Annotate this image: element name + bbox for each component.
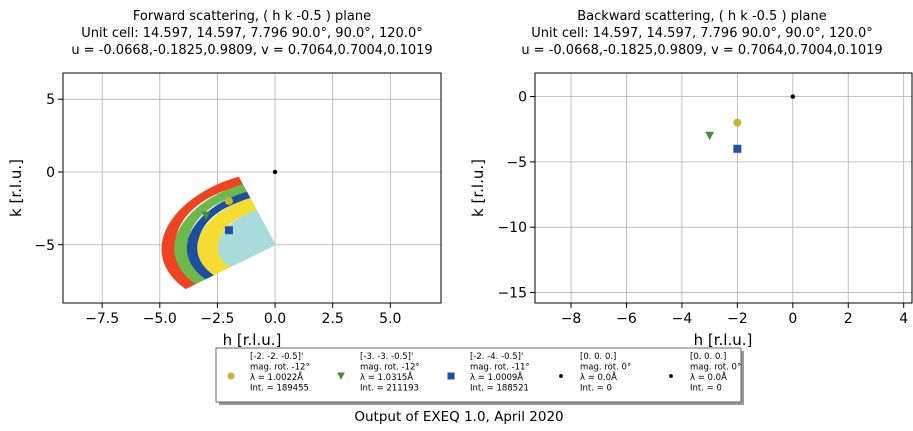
backward-axes-frame (534, 72, 913, 304)
data-point-circle (733, 118, 742, 127)
backward-title-line-1: Backward scattering, ( h k -0.5 ) plane (577, 9, 826, 24)
forward-ylabel: k [r.l.u.] (7, 159, 25, 217)
forward-axes-frame (62, 72, 442, 304)
x-tick-label: 5.0 (379, 311, 401, 327)
legend-text-line: λ = 1.0022Å (250, 371, 303, 383)
y-tick-label: −15 (497, 286, 527, 302)
data-point-dot (790, 94, 796, 99)
legend-text-line: [-2. -4. -0.5]' (470, 352, 523, 362)
legend-text-line: [-2. -2. -0.5]' (250, 352, 303, 362)
forward-points (201, 169, 278, 235)
backward-ylabel: k [r.l.u.] (469, 159, 487, 217)
legend-marker-circle (227, 372, 235, 380)
x-tick-label: 0 (788, 311, 797, 327)
legend-text-line: Int. = 0 (690, 384, 722, 394)
legend-entry: [-2. -4. -0.5]'mag. rot. -11°λ = 1.0009Å… (447, 352, 530, 394)
legend-marker-dot (669, 374, 673, 378)
legend-entry: [-3. -3. -0.5]'mag. rot. -12°λ = 1.0315Å… (337, 352, 420, 394)
data-point-triangle-down (705, 131, 715, 141)
x-tick-label: −5.0 (143, 311, 177, 327)
backward-title-line-3: u = -0.0668,-0.1825,0.9809, v = 0.7064,0… (521, 43, 882, 58)
data-point-circle (224, 197, 233, 206)
legend-text-line: Int. = 188521 (470, 384, 529, 394)
legend-text-line: [0. 0. 0.] (690, 352, 726, 362)
legend-marker-triangle-down (337, 372, 345, 380)
x-tick-label: 4 (899, 311, 908, 327)
data-point-triangle-down (201, 211, 211, 221)
backward-title-line-2: Unit cell: 14.597, 14.597, 7.796 90.0°, … (531, 26, 872, 41)
forward-grid (63, 73, 441, 303)
y-tick-label: 5 (46, 92, 55, 108)
legend-entry: [-2. -2. -0.5]'mag. rot. -12°λ = 1.0022Å… (227, 352, 310, 394)
forward-title-line-3: u = -0.0668,-0.1825,0.9809, v = 0.7064,0… (71, 43, 432, 58)
y-tick-label: 0 (518, 90, 527, 106)
data-point-square (733, 144, 742, 153)
backward-points (705, 94, 796, 153)
x-tick-label: −2 (727, 311, 748, 327)
x-tick-label: 2 (844, 311, 853, 327)
legend-text-line: mag. rot. -11° (470, 363, 530, 373)
legend-text-line: mag. rot. -12° (360, 363, 420, 373)
y-tick-label: −5 (34, 238, 55, 254)
legend: [-2. -2. -0.5]'mag. rot. -12°λ = 1.0022Å… (215, 347, 744, 405)
legend-text-line: Int. = 0 (580, 384, 612, 394)
x-tick-label: 0.0 (264, 311, 286, 327)
forward-xlabel: h [r.l.u.] (223, 331, 282, 349)
x-tick-label: 2.5 (322, 311, 344, 327)
x-tick-label: −4 (672, 311, 693, 327)
legend-text-line: [-3. -3. -0.5]' (360, 352, 413, 362)
footer-note: Output of EXEQ 1.0, April 2020 (354, 409, 563, 425)
legend-text-line: λ = 1.0009Å (470, 371, 523, 383)
coverage-band (217, 210, 276, 268)
x-tick-label: −2.5 (200, 311, 234, 327)
forward-ticks: −7.5 −5.0 −2.5 0.0 2.5 5.0 5 0 −5 (34, 92, 401, 327)
data-point-dot (272, 169, 278, 175)
data-point-square (224, 226, 233, 235)
legend-marker-dot (559, 374, 563, 378)
x-tick-label: −7.5 (85, 311, 119, 327)
legend-text-line: mag. rot. 0° (690, 363, 741, 373)
y-tick-label: 0 (46, 165, 55, 181)
forward-plot: −7.5 −5.0 −2.5 0.0 2.5 5.0 5 0 −5 h [r.l.u.] k [… (7, 72, 442, 349)
backward-ticks: −8 −6 −4 −2 0 2 4 0 −5 −10 −15 (497, 90, 908, 327)
legend-text-line: mag. rot. 0° (580, 363, 631, 373)
forward-coverage (161, 176, 276, 290)
y-tick-label: −5 (506, 155, 527, 171)
backward-xlabel: h [r.l.u.] (694, 331, 753, 349)
legend-text-line: Int. = 189455 (250, 384, 309, 394)
legend-box (215, 347, 742, 403)
x-tick-label: −8 (561, 311, 582, 327)
backward-grid (535, 73, 912, 303)
legend-marker-square (447, 372, 455, 380)
y-tick-label: −10 (497, 220, 527, 236)
forward-title-line-2: Unit cell: 14.597, 14.597, 7.796 90.0°, … (81, 26, 422, 41)
backward-plot: −8 −6 −4 −2 0 2 4 0 −5 −10 −15 h [r.l.u.] k [r.l.u… (469, 72, 913, 349)
legend-text-line: λ = 0.0Å (690, 371, 727, 383)
legend-text-line: mag. rot. -12° (250, 363, 310, 373)
x-tick-label: −6 (616, 311, 637, 327)
legend-text-line: [0. 0. 0.] (580, 352, 616, 362)
forward-title-line-1: Forward scattering, ( h k -0.5 ) plane (133, 9, 371, 24)
legend-text-line: λ = 1.0315Å (360, 371, 413, 383)
legend-text-line: λ = 0.0Å (580, 371, 617, 383)
legend-text-line: Int. = 211193 (360, 384, 419, 394)
